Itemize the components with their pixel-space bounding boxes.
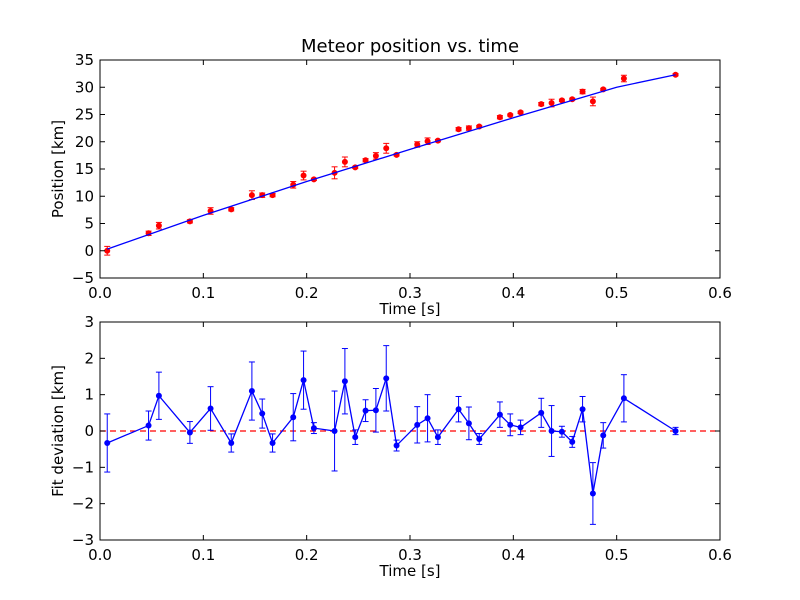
data-point — [300, 377, 307, 384]
y-tick-label: 2 — [84, 349, 94, 367]
data-point — [465, 420, 472, 427]
data-point — [352, 434, 359, 441]
y-tick-label: −2 — [72, 495, 94, 513]
data-point — [310, 425, 317, 432]
y-tick-label: 15 — [75, 160, 94, 178]
x-axis-label: Time [s] — [379, 562, 441, 580]
data-point — [465, 125, 472, 132]
data-point — [104, 439, 111, 446]
data-point — [517, 109, 524, 116]
data-point — [434, 434, 441, 441]
data-point — [248, 388, 255, 395]
data-point — [207, 405, 214, 412]
chart-title: Meteor position vs. time — [301, 36, 519, 57]
fit-line — [107, 74, 676, 250]
y-tick-label: 25 — [75, 106, 94, 124]
data-point — [620, 75, 627, 82]
x-tick-label: 0.5 — [605, 546, 629, 564]
data-point — [186, 429, 193, 436]
x-tick-label: 0.2 — [295, 546, 319, 564]
data-point — [269, 439, 276, 446]
data-point — [414, 421, 421, 428]
data-point — [538, 409, 545, 416]
position-chart: Meteor position vs. time 0.0 0.1 0.2 0.3 0.4… — [49, 36, 732, 318]
data-point — [589, 490, 596, 497]
y-tick-label: 20 — [75, 133, 94, 151]
data-point — [589, 98, 596, 105]
y-axis-label: Position [km] — [49, 120, 67, 218]
y-tick-label: −5 — [72, 269, 94, 287]
y-tick-label: 0 — [84, 242, 94, 260]
y-axis-label: Fit deviation [km] — [49, 365, 67, 497]
deviation-chart: 0.0 0.1 0.2 0.3 0.4 0.5 0.6 −3 −2 −1 0 1 2 3 Time [s]… — [49, 313, 732, 580]
data-point — [579, 88, 586, 95]
x-tick-label: 0.3 — [398, 284, 422, 302]
y-tick-label: 0 — [84, 422, 94, 440]
y-tick-label: 5 — [84, 215, 94, 233]
data-point — [155, 222, 162, 229]
x-tick-label: 0.4 — [501, 284, 525, 302]
data-point — [372, 152, 379, 159]
data-point — [548, 100, 555, 107]
y-tick-label: 35 — [75, 51, 94, 69]
data-point — [507, 112, 514, 119]
data-point — [538, 101, 545, 108]
data-point — [228, 206, 235, 213]
data-point — [145, 422, 152, 429]
x-tick-label: 0.0 — [88, 546, 112, 564]
data-point — [455, 126, 462, 133]
data-point — [393, 442, 400, 449]
plot-frame — [99, 321, 721, 541]
y-tick-label: 1 — [84, 386, 94, 404]
data-point — [548, 428, 555, 434]
y-tick-label: −3 — [72, 531, 94, 549]
data-point — [383, 145, 390, 152]
data-point — [455, 406, 462, 413]
data-point — [424, 415, 431, 422]
x-tick-label: 0.1 — [191, 546, 215, 564]
data-point — [300, 172, 307, 179]
x-tick-label: 0.5 — [605, 284, 629, 302]
x-tick-label: 0.6 — [708, 284, 732, 302]
data-point — [558, 428, 565, 435]
data-point — [600, 432, 607, 439]
x-axis-label: Time [s] — [379, 300, 441, 318]
x-tick-label: 0.0 — [88, 284, 112, 302]
y-tick-label: 3 — [84, 313, 94, 331]
data-point — [517, 424, 524, 431]
data-point — [476, 435, 483, 442]
data-point — [228, 439, 235, 446]
data-point — [579, 406, 586, 413]
data-point — [507, 421, 514, 428]
data-point — [362, 407, 369, 414]
data-point — [383, 375, 390, 382]
data-point — [569, 438, 576, 445]
data-point — [331, 428, 338, 434]
data-point — [620, 395, 627, 402]
x-tick-label: 0.6 — [708, 546, 732, 564]
x-tick-label: 0.2 — [295, 284, 319, 302]
x-tick-label: 0.1 — [191, 284, 215, 302]
data-point — [341, 158, 348, 165]
data-point — [290, 414, 297, 421]
x-tick-label: 0.4 — [501, 546, 525, 564]
data-point — [496, 411, 503, 418]
y-tick-label: 10 — [75, 187, 94, 205]
data-point — [248, 192, 255, 199]
data-point — [155, 392, 162, 399]
data-point — [672, 428, 679, 434]
x-tick-label: 0.3 — [398, 546, 422, 564]
data-point — [341, 378, 348, 385]
plot-frame — [99, 59, 721, 279]
data-point — [259, 410, 266, 417]
data-point — [372, 407, 379, 414]
data-point — [558, 97, 565, 104]
y-tick-label: −1 — [72, 458, 94, 476]
data-point — [496, 114, 503, 121]
y-tick-label: 30 — [75, 78, 94, 96]
